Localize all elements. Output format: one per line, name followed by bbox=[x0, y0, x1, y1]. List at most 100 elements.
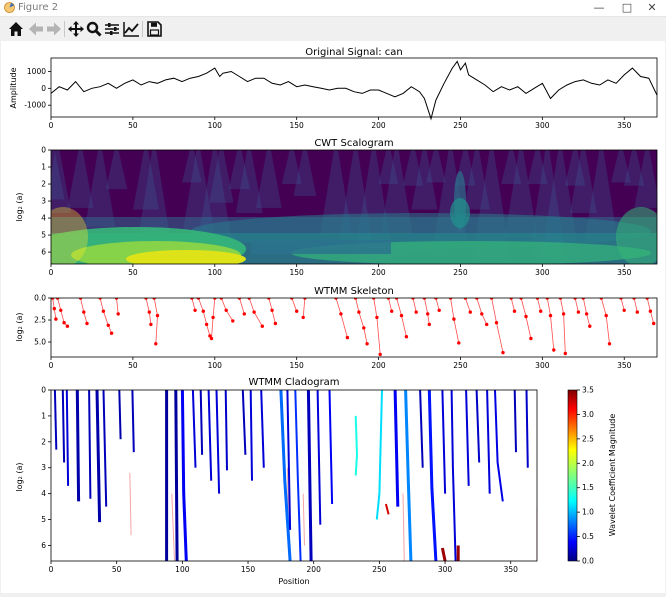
skeleton-point bbox=[548, 313, 553, 318]
skeleton-point bbox=[588, 324, 592, 328]
skeleton-line bbox=[633, 298, 638, 313]
skeleton-point bbox=[267, 298, 271, 300]
figure-canvas: Original Signal: can Amplitude CWT Scalo… bbox=[1, 41, 665, 593]
y-tick-label: 2.5 bbox=[34, 316, 46, 325]
skeleton-point bbox=[399, 313, 404, 318]
pan-icon[interactable] bbox=[67, 19, 85, 39]
skeleton-line bbox=[153, 298, 158, 344]
skeleton-point bbox=[561, 312, 566, 316]
skeleton-point bbox=[576, 310, 581, 314]
cladogram-branch bbox=[102, 390, 108, 507]
skeleton-point bbox=[204, 322, 209, 327]
scalogram-heatmap bbox=[51, 150, 657, 264]
edit-axis-icon[interactable] bbox=[122, 19, 140, 39]
scalogram-panel: CWT Scalogram log₂ (a) bbox=[15, 138, 658, 265]
cladogram-branch bbox=[279, 390, 292, 561]
skeleton-line bbox=[620, 298, 625, 311]
zoom-icon[interactable] bbox=[85, 19, 103, 39]
y-tick-label: 6 bbox=[41, 541, 46, 550]
skeleton-line bbox=[424, 298, 430, 325]
cladogram-branch bbox=[260, 390, 265, 468]
minimize-icon[interactable]: — bbox=[593, 1, 605, 14]
y-tick-label: 0.0 bbox=[34, 294, 46, 303]
skeleton-point bbox=[273, 321, 278, 326]
skeleton-point bbox=[295, 309, 299, 313]
skeleton-point bbox=[545, 298, 549, 300]
skeleton-point bbox=[539, 309, 543, 313]
matplotlib-app-icon bbox=[4, 2, 15, 13]
skeleton-point bbox=[573, 298, 577, 300]
x-tick-label: 350 bbox=[617, 121, 632, 130]
x-tick-label: 0 bbox=[49, 361, 54, 370]
skeleton-line bbox=[291, 298, 298, 312]
y-tick-label: 1 bbox=[41, 163, 46, 172]
skeleton-point bbox=[485, 322, 489, 327]
x-tick-label: 250 bbox=[372, 565, 387, 574]
skeleton-point bbox=[51, 298, 55, 300]
colorbar-tick-label: 3.5 bbox=[582, 386, 594, 395]
y-tick-label: 5 bbox=[41, 231, 46, 240]
skeleton-point bbox=[65, 324, 70, 328]
x-tick-label: 300 bbox=[535, 121, 550, 130]
home-icon[interactable] bbox=[7, 19, 25, 39]
skeleton-point bbox=[152, 298, 156, 300]
cladogram-branch bbox=[286, 390, 292, 530]
save-icon[interactable] bbox=[145, 19, 163, 39]
cladogram-branch bbox=[65, 390, 70, 486]
cladogram-branch bbox=[440, 547, 447, 561]
y-tick-label: 2 bbox=[41, 437, 46, 446]
skeleton-point bbox=[422, 298, 427, 300]
y-tick-label: 0 bbox=[41, 146, 46, 155]
skeleton-point bbox=[411, 298, 415, 300]
skeleton-point bbox=[109, 331, 114, 335]
skeleton-line bbox=[373, 298, 381, 355]
cladogram-branch bbox=[486, 390, 491, 494]
skeleton-point bbox=[85, 321, 89, 326]
colorbar-tick-label: 0.5 bbox=[582, 532, 594, 541]
skeleton-point bbox=[480, 312, 484, 316]
skeleton-point bbox=[509, 298, 513, 300]
cladogram-branch bbox=[224, 390, 228, 471]
cladogram-title: WTMM Cladogram bbox=[248, 377, 339, 388]
y-tick-label: 5.0 bbox=[34, 338, 46, 347]
skeleton-point bbox=[365, 342, 369, 346]
cladogram-branch bbox=[174, 390, 179, 561]
close-icon[interactable]: ✕ bbox=[647, 1, 657, 14]
skeleton-point bbox=[345, 335, 350, 340]
cladogram-branch bbox=[180, 390, 188, 561]
skeleton-point bbox=[524, 314, 528, 319]
configure-subplots-icon[interactable] bbox=[103, 19, 121, 39]
skeleton-point bbox=[519, 298, 523, 300]
skeleton-point bbox=[301, 315, 305, 320]
scalogram-axes-frame bbox=[50, 149, 658, 265]
skeleton-point bbox=[144, 298, 148, 300]
cladogram-branch bbox=[384, 503, 390, 515]
skeleton-point bbox=[552, 348, 556, 352]
skeleton-line bbox=[546, 298, 555, 351]
skeleton-point bbox=[378, 352, 382, 357]
colorbar-label: Wavelet Coefficient Magnitude bbox=[608, 414, 617, 537]
skeleton-point bbox=[426, 312, 430, 316]
skeleton-line bbox=[239, 298, 245, 315]
x-tick-label: 150 bbox=[290, 268, 305, 277]
skeleton-point bbox=[475, 298, 479, 300]
cladogram-branch bbox=[404, 390, 413, 561]
x-tick-label: 100 bbox=[208, 361, 223, 370]
cladogram-faint-branch bbox=[402, 493, 405, 561]
skeleton-line bbox=[600, 298, 610, 344]
cladogram-faint-branch bbox=[171, 493, 175, 561]
skeleton-point bbox=[59, 308, 63, 312]
maximize-icon[interactable]: □ bbox=[621, 1, 633, 14]
y-tick-label: 3 bbox=[41, 197, 46, 206]
skeleton-point bbox=[619, 298, 623, 300]
skeleton-point bbox=[247, 298, 251, 300]
skeleton-point bbox=[375, 315, 379, 320]
skeleton-point bbox=[437, 308, 441, 312]
skeleton-point bbox=[645, 298, 649, 300]
skeleton-point bbox=[386, 298, 391, 300]
skeleton-point bbox=[193, 308, 197, 312]
skeleton-point bbox=[501, 350, 505, 355]
back-arrow-icon[interactable] bbox=[27, 19, 45, 39]
forward-arrow-icon[interactable] bbox=[45, 19, 63, 39]
skeleton-point bbox=[362, 326, 366, 330]
